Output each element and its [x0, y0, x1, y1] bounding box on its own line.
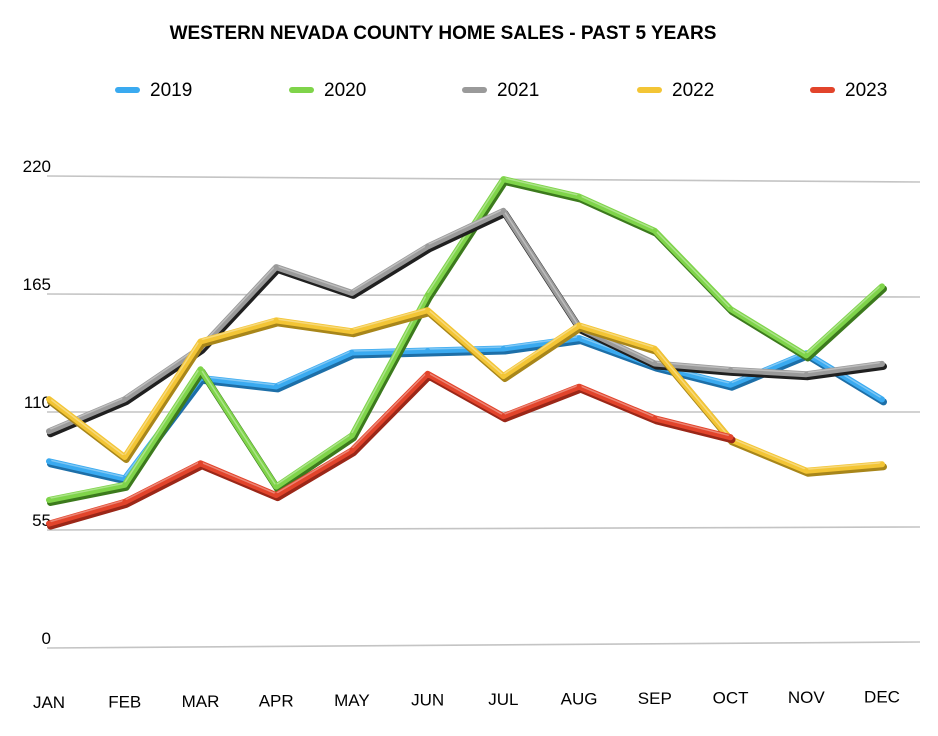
data-point-2022: [273, 317, 279, 323]
data-point-2023: [122, 499, 128, 505]
data-point-2019: [425, 347, 431, 353]
data-point-2019: [728, 382, 734, 388]
data-point-2023: [652, 415, 658, 421]
data-point-2022: [46, 396, 52, 402]
gridline: [46, 526, 921, 531]
x-tick-label: JUL: [488, 690, 518, 709]
series-line-highlight: [48, 371, 731, 523]
x-axis-tick-labels: JAN FEB MAR APR MAY JUN JUL AUG SEP OCT NOV DEC: [33, 688, 900, 713]
series-line-stroke: [46, 370, 734, 527]
data-point-2022: [500, 373, 506, 379]
y-axis-tick-labels: 0 55 110 165 220: [23, 157, 51, 648]
data-point-2020: [500, 176, 506, 182]
data-point-2020: [652, 228, 658, 234]
x-tick-label: JAN: [33, 693, 65, 712]
data-point-2020: [576, 194, 582, 200]
x-tick-label: NOV: [788, 688, 826, 707]
data-point-2019: [273, 383, 279, 389]
data-point-2020: [46, 497, 52, 503]
legend-item-2021: 2021: [462, 80, 539, 101]
x-tick-label: DEC: [864, 688, 900, 707]
y-tick-label: 0: [42, 629, 51, 648]
gridline: [46, 641, 921, 649]
legend-label: 2020: [324, 80, 366, 101]
data-point-2021: [349, 290, 355, 296]
x-tick-label: APR: [259, 692, 294, 711]
x-tick-label: AUG: [561, 690, 598, 709]
data-point-2022: [349, 328, 355, 334]
data-point-2020: [349, 432, 355, 438]
data-point-2023: [576, 384, 582, 390]
data-point-2021: [879, 361, 885, 367]
data-point-2019: [349, 349, 355, 355]
data-point-2023: [349, 447, 355, 453]
x-tick-label: MAY: [334, 691, 370, 710]
data-point-2020: [273, 484, 279, 490]
data-point-2021: [425, 244, 431, 250]
data-point-2020: [728, 306, 734, 312]
data-point-2022: [879, 461, 885, 467]
gridlines: [46, 175, 921, 649]
series-line-stroke: [46, 176, 885, 503]
data-point-2019: [576, 335, 582, 341]
series-line-2022: [46, 307, 887, 477]
data-point-2023: [500, 413, 506, 419]
data-point-2022: [122, 454, 128, 460]
legend-item-2023: 2023: [810, 80, 887, 101]
legend: 2019 2020 2021 2022 2023: [115, 80, 887, 101]
x-tick-label: JUN: [411, 691, 444, 710]
legend-label: 2022: [672, 80, 714, 101]
data-point-2021: [652, 361, 658, 367]
data-point-2019: [46, 458, 52, 464]
data-point-2019: [500, 345, 506, 351]
gridline: [46, 293, 921, 298]
data-point-2020: [879, 283, 885, 289]
data-point-2020: [122, 482, 128, 488]
x-tick-label: FEB: [108, 693, 141, 712]
legend-item-2022: 2022: [637, 80, 714, 101]
data-point-2023: [273, 492, 279, 498]
data-point-2020: [197, 366, 203, 372]
y-tick-label: 165: [23, 275, 51, 294]
data-point-2021: [500, 208, 506, 214]
x-tick-label: SEP: [638, 689, 672, 708]
data-point-2021: [728, 367, 734, 373]
x-tick-label: MAR: [182, 692, 220, 711]
y-tick-label: 110: [24, 393, 51, 412]
legend-item-2019: 2019: [115, 80, 192, 101]
gridline: [46, 175, 921, 183]
data-point-2021: [122, 396, 128, 402]
data-point-2023: [425, 371, 431, 377]
series-lines: [46, 176, 887, 530]
data-point-2023: [728, 434, 734, 440]
data-point-2022: [803, 468, 809, 474]
data-point-2023: [46, 521, 52, 527]
data-point-2023: [197, 460, 203, 466]
legend-label: 2021: [497, 80, 539, 101]
data-point-2022: [652, 346, 658, 352]
data-point-2019: [879, 396, 885, 402]
series-line-highlight: [48, 208, 882, 431]
data-point-2022: [197, 339, 203, 345]
chart-title: WESTERN NEVADA COUNTY HOME SALES - PAST …: [170, 23, 717, 44]
y-tick-label: 55: [32, 511, 51, 530]
series-line-highlight: [48, 307, 882, 470]
data-point-2021: [46, 428, 52, 434]
data-point-2021: [803, 371, 809, 377]
series-line-2023: [46, 370, 736, 530]
series-line-stroke: [46, 307, 885, 474]
data-point-2020: [425, 292, 431, 298]
data-point-2022: [576, 322, 582, 328]
legend-item-2020: 2020: [289, 80, 366, 101]
x-tick-label: OCT: [713, 689, 749, 708]
data-point-2021: [273, 264, 279, 270]
data-point-2022: [425, 307, 431, 313]
legend-label: 2023: [845, 80, 887, 101]
legend-label: 2019: [150, 80, 192, 101]
y-tick-label: 220: [23, 157, 51, 176]
data-point-2020: [803, 352, 809, 358]
